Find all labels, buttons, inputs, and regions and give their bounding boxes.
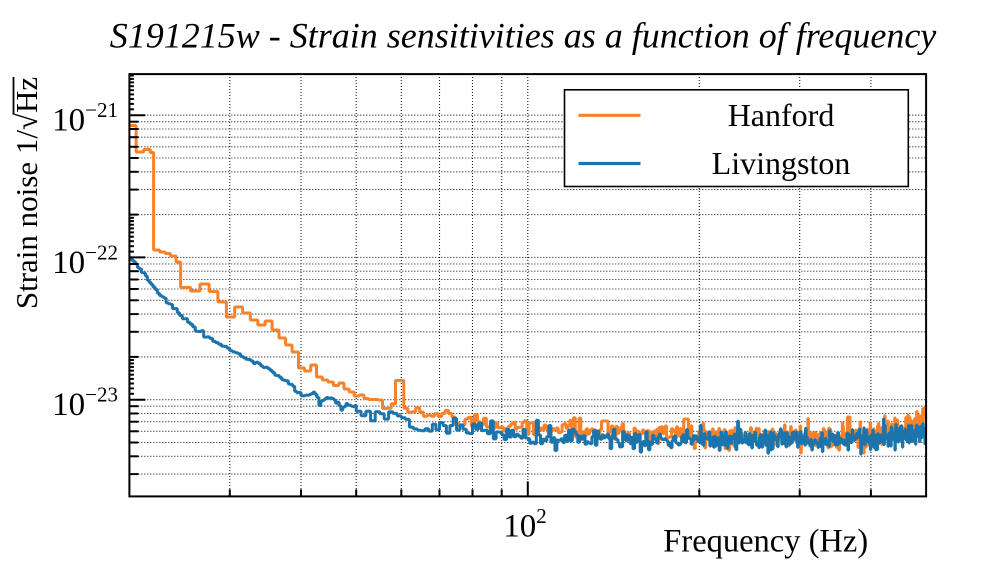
svg-text:Hanford: Hanford bbox=[728, 97, 835, 133]
svg-text:Strain noise 1/√Hz: Strain noise 1/√Hz bbox=[9, 77, 44, 309]
svg-text:Frequency (Hz): Frequency (Hz) bbox=[663, 524, 868, 560]
svg-text:10−22: 10−22 bbox=[52, 240, 118, 281]
svg-text:S191215w - Strain sensitivitie: S191215w - Strain sensitivities as a fun… bbox=[110, 15, 937, 55]
svg-text:Livingston: Livingston bbox=[712, 145, 851, 181]
